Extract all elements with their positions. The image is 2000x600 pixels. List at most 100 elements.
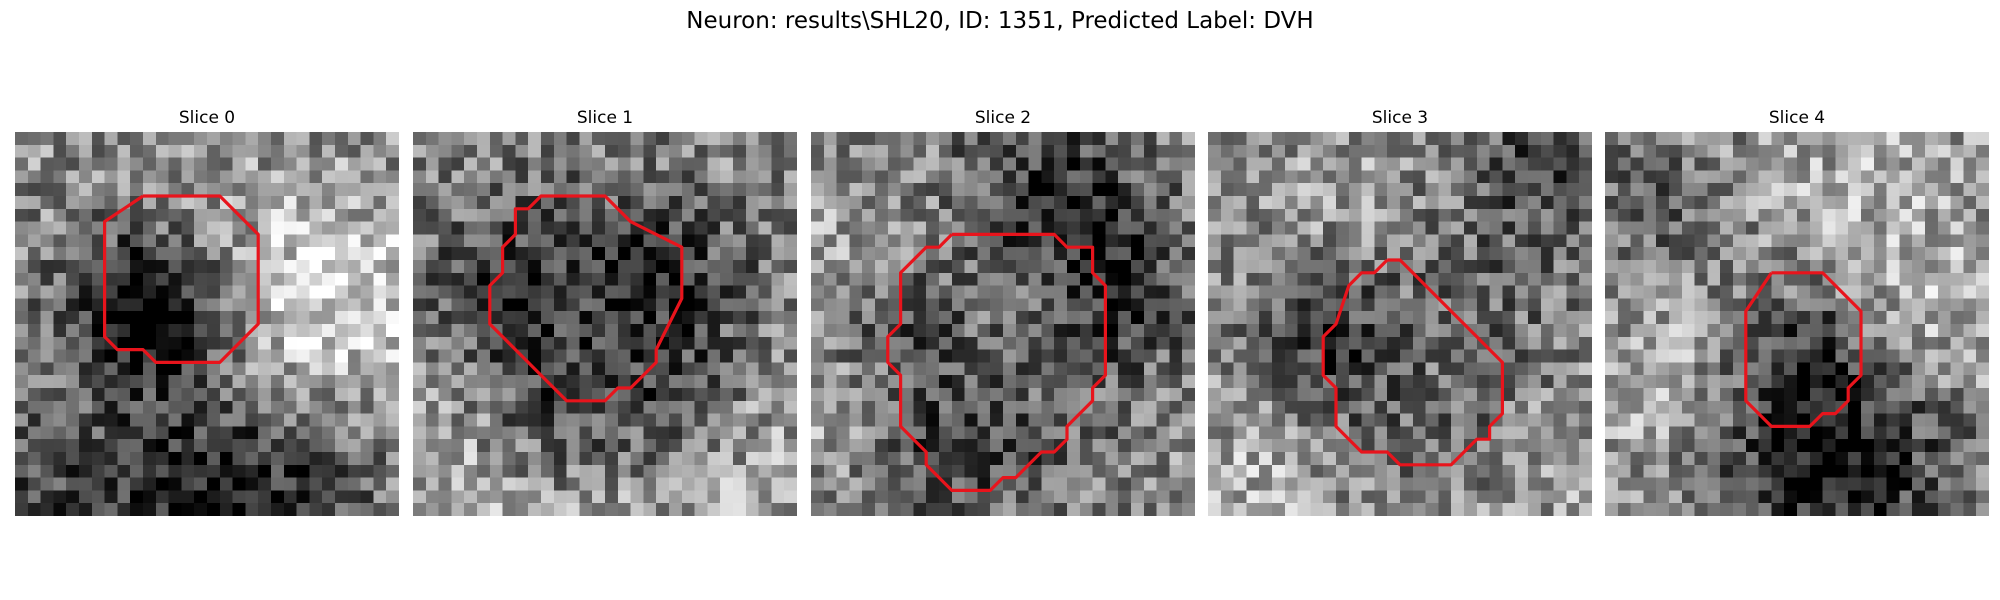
pixel: [1656, 144, 1670, 158]
pixel: [489, 413, 503, 427]
pixel: [232, 260, 246, 274]
pixel: [745, 400, 759, 414]
pixel: [669, 183, 683, 197]
pixel: [1323, 452, 1337, 466]
pixel: [694, 439, 708, 453]
pixel: [1272, 362, 1286, 376]
pixel: [964, 426, 978, 440]
pixel: [1502, 336, 1516, 350]
pixel: [373, 221, 387, 235]
pixel: [194, 464, 208, 478]
pixel: [771, 234, 785, 248]
pixel: [1105, 311, 1119, 325]
pixel: [283, 183, 297, 197]
pixel: [296, 196, 310, 210]
pixel: [1797, 285, 1811, 299]
pixel: [143, 388, 157, 402]
pixel: [335, 413, 349, 427]
pixel: [1707, 388, 1721, 402]
pixel: [1143, 439, 1157, 453]
pixel: [40, 157, 54, 171]
pixel: [1963, 298, 1977, 312]
pixel: [926, 336, 940, 350]
pixel: [1028, 375, 1042, 389]
pixel: [771, 439, 785, 453]
pixel: [1361, 170, 1375, 184]
pixel: [1131, 132, 1145, 146]
pixel: [643, 170, 657, 184]
pixel: [1912, 477, 1926, 491]
pixel: [386, 490, 399, 504]
pixel: [219, 388, 233, 402]
pixel: [27, 298, 41, 312]
pixel: [438, 234, 452, 248]
pixel: [258, 375, 272, 389]
pixel: [1502, 311, 1516, 325]
pixel: [875, 349, 889, 363]
pixel: [900, 413, 914, 427]
pixel: [1771, 208, 1785, 222]
pixel: [1425, 477, 1439, 491]
pixel: [784, 260, 797, 274]
pixel: [707, 157, 721, 171]
pixel: [1156, 298, 1170, 312]
pixel: [541, 426, 555, 440]
pixel: [322, 298, 336, 312]
pixel: [1809, 157, 1823, 171]
pixel: [155, 247, 169, 261]
pixel: [360, 170, 374, 184]
pixel: [1220, 426, 1234, 440]
pixel: [1886, 503, 1900, 516]
pixel: [643, 298, 657, 312]
pixel: [1669, 298, 1683, 312]
pixel: [1079, 324, 1093, 338]
pixel: [1630, 362, 1644, 376]
pixel: [1438, 439, 1452, 453]
pixel: [553, 311, 567, 325]
pixel: [758, 388, 772, 402]
pixel: [40, 285, 54, 299]
pixel: [271, 388, 285, 402]
pixel: [1733, 426, 1747, 440]
slice-image-3: [1208, 132, 1592, 516]
pixel: [1182, 234, 1195, 248]
pixel: [502, 426, 516, 440]
pixel: [681, 170, 695, 184]
pixel: [296, 413, 310, 427]
pixel: [40, 298, 54, 312]
pixel: [155, 426, 169, 440]
pixel: [1476, 362, 1490, 376]
pixel: [1643, 426, 1657, 440]
pixel: [207, 349, 221, 363]
pixel: [1540, 221, 1554, 235]
pixel: [1387, 375, 1401, 389]
pixel: [1297, 426, 1311, 440]
pixel: [1784, 170, 1798, 184]
pixel: [117, 362, 131, 376]
pixel: [1272, 221, 1286, 235]
pixel: [1861, 183, 1875, 197]
pixel: [1476, 183, 1490, 197]
pixel: [1041, 362, 1055, 376]
pixel: [862, 221, 876, 235]
pixel: [232, 183, 246, 197]
pixel: [207, 503, 221, 516]
pixel: [53, 464, 67, 478]
pixel: [849, 503, 863, 516]
pixel: [1041, 260, 1055, 274]
pixel: [27, 234, 41, 248]
pixel: [900, 298, 914, 312]
pixel: [1797, 170, 1811, 184]
pixel: [104, 439, 118, 453]
pixel: [771, 452, 785, 466]
pixel: [745, 439, 759, 453]
pixel: [1784, 336, 1798, 350]
pixel: [117, 144, 131, 158]
pixel: [15, 336, 29, 350]
pixel: [849, 157, 863, 171]
pixel: [91, 298, 105, 312]
pixel: [733, 452, 747, 466]
pixel: [669, 247, 683, 261]
pixel: [1758, 132, 1772, 146]
pixel: [1873, 132, 1887, 146]
